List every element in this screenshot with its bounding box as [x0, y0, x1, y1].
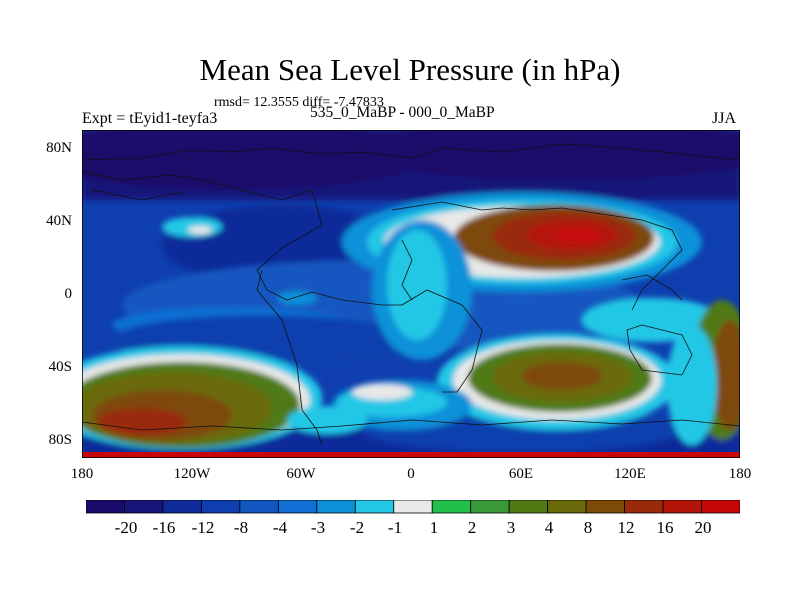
- coastline: [621, 274, 683, 301]
- colorbar-label: 4: [544, 518, 554, 537]
- colorbar-swatch: [316, 500, 356, 514]
- antarctic-strip: [82, 452, 740, 458]
- colorbar-swatch: [239, 500, 279, 514]
- colorbar-swatch: [508, 500, 549, 514]
- colorbar-label: -3: [310, 518, 326, 537]
- coastline: [256, 269, 323, 446]
- colorbar-swatch: [624, 500, 664, 514]
- pressure-map: [82, 130, 740, 458]
- colorbar-swatch: [354, 500, 395, 514]
- south-pacific-high-core: [97, 408, 187, 436]
- colorbar-label: -12: [191, 518, 215, 537]
- colorbar-label: -4: [272, 518, 288, 537]
- coastline: [401, 239, 413, 301]
- x-tick-label: 120E: [614, 466, 646, 482]
- map-title: Mean Sea Level Pressure (in hPa): [199, 52, 621, 87]
- coastline: [391, 201, 683, 311]
- coastline: [82, 171, 323, 301]
- colorbar-label: 20: [694, 518, 712, 537]
- y-tick-label: 80S: [48, 432, 72, 448]
- coastline: [82, 143, 740, 161]
- colorbar-label: 2: [467, 518, 477, 537]
- season-label: JJA: [712, 110, 737, 127]
- coastline: [626, 324, 693, 376]
- y-tick-label: 40N: [46, 213, 72, 229]
- cyan-patch: [287, 406, 367, 434]
- colorbar-swatch: [201, 500, 241, 514]
- coastline: [91, 189, 183, 201]
- y-tick-label: 0: [64, 286, 73, 302]
- colorbar-label: 16: [656, 518, 674, 537]
- colorbar-swatch: [431, 500, 472, 514]
- colorbar-label: 3: [506, 518, 516, 537]
- colorbar-label: 12: [617, 518, 635, 537]
- colorbar-label: -2: [349, 518, 365, 537]
- colorbar-label: -16: [152, 518, 176, 537]
- asian-high-peak: [555, 228, 599, 242]
- colorbar: [86, 500, 740, 514]
- x-tick-label: 120W: [173, 466, 211, 482]
- x-tick-label: 180: [728, 466, 752, 482]
- x-tick-label: 60W: [286, 466, 316, 482]
- colorbar-swatch: [701, 500, 740, 514]
- south-atlantic-band: [352, 384, 412, 400]
- coastline: [286, 291, 402, 306]
- white-patch: [188, 226, 212, 234]
- colorbar-swatch: [86, 500, 125, 514]
- x-tick-label: 60E: [508, 466, 534, 482]
- subtitle: 535_0_MaBP - 000_0_MaBP: [310, 104, 495, 121]
- y-tick-label: 80N: [46, 140, 72, 156]
- colorbar-swatch: [470, 500, 510, 514]
- colorbar-swatch: [547, 500, 587, 514]
- cyan-patch: [667, 325, 717, 445]
- colorbar-label: -1: [387, 518, 403, 537]
- colorbar-label: -20: [114, 518, 138, 537]
- stats-text: rmsd= 12.3555 diff= -7.47833: [214, 95, 384, 110]
- coastline: [401, 289, 483, 393]
- colorbar-swatch: [162, 500, 202, 514]
- colorbar-swatch: [124, 500, 164, 514]
- colorbar-label: 8: [583, 518, 593, 537]
- experiment-label: Expt = tEyid1-teyfa3: [82, 110, 218, 127]
- x-tick-label: 0: [407, 466, 415, 482]
- east-high: [712, 320, 740, 430]
- colorbar-swatch: [277, 500, 318, 514]
- colorbar-swatch: [585, 500, 625, 514]
- colorbar-label: 1: [429, 518, 439, 537]
- y-tick-label: 40S: [48, 359, 72, 375]
- coastline: [82, 419, 740, 431]
- colorbar-swatch: [662, 500, 702, 514]
- cyan-patch: [162, 217, 222, 237]
- cyan-tongue: [387, 230, 447, 340]
- x-tick-label: 180: [70, 466, 94, 482]
- colorbar-label: -8: [233, 518, 249, 537]
- south-indian-high-core: [522, 362, 602, 390]
- arctic-low: [342, 130, 740, 180]
- cyan-patch: [277, 291, 317, 305]
- colorbar-swatch: [393, 500, 433, 514]
